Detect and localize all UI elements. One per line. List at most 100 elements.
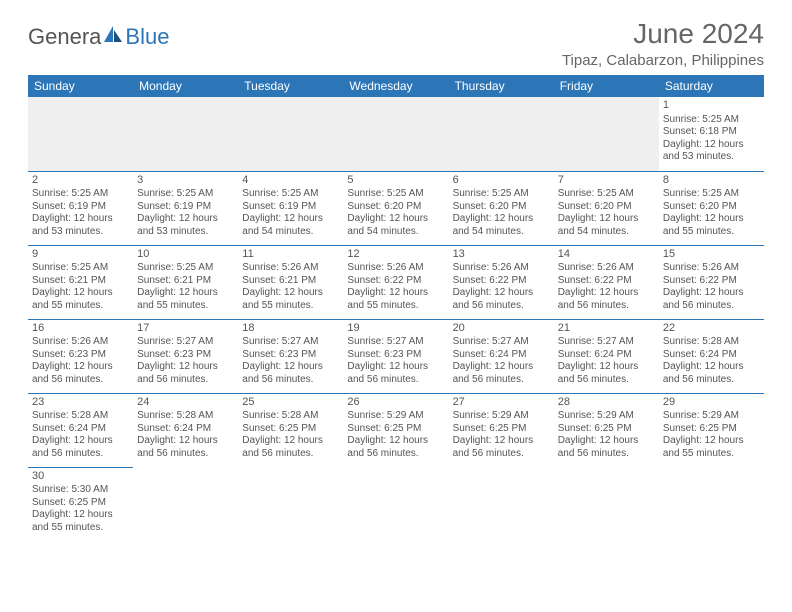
- calendar-row: 30Sunrise: 5:30 AMSunset: 6:25 PMDayligh…: [28, 467, 764, 541]
- calendar-cell: 11Sunrise: 5:26 AMSunset: 6:21 PMDayligh…: [238, 245, 343, 319]
- calendar-cell: [659, 467, 764, 541]
- calendar-cell: 2Sunrise: 5:25 AMSunset: 6:19 PMDaylight…: [28, 171, 133, 245]
- calendar-cell: 20Sunrise: 5:27 AMSunset: 6:24 PMDayligh…: [449, 319, 554, 393]
- calendar-cell: 12Sunrise: 5:26 AMSunset: 6:22 PMDayligh…: [343, 245, 448, 319]
- day-info: Sunrise: 5:27 AMSunset: 6:23 PMDaylight:…: [347, 336, 444, 386]
- day-info: Sunrise: 5:25 AMSunset: 6:19 PMDaylight:…: [242, 188, 339, 238]
- calendar-table: Sunday Monday Tuesday Wednesday Thursday…: [28, 75, 764, 541]
- day-info: Sunrise: 5:29 AMSunset: 6:25 PMDaylight:…: [663, 410, 760, 460]
- day-number: 18: [242, 322, 339, 336]
- day-info: Sunrise: 5:26 AMSunset: 6:22 PMDaylight:…: [347, 262, 444, 312]
- day-info: Sunrise: 5:26 AMSunset: 6:23 PMDaylight:…: [32, 336, 129, 386]
- calendar-cell: 19Sunrise: 5:27 AMSunset: 6:23 PMDayligh…: [343, 319, 448, 393]
- month-title: June 2024: [562, 18, 764, 50]
- weekday-header-row: Sunday Monday Tuesday Wednesday Thursday…: [28, 75, 764, 97]
- day-number: 3: [137, 174, 234, 188]
- logo-text-2: Blue: [125, 24, 169, 50]
- calendar-row: 23 Sunrise: 5:28 AMSunset: 6:24 PMDayligh…: [28, 393, 764, 467]
- day-info: Sunrise: 5:28 AMSunset: 6:25 PMDaylight:…: [242, 410, 339, 460]
- calendar-cell: 4Sunrise: 5:25 AMSunset: 6:19 PMDaylight…: [238, 171, 343, 245]
- day-info: Sunrise: 5:25 AMSunset: 6:19 PMDaylight:…: [32, 188, 129, 238]
- calendar-cell: 9Sunrise: 5:25 AMSunset: 6:21 PMDaylight…: [28, 245, 133, 319]
- weekday-header: Wednesday: [343, 75, 448, 97]
- calendar-cell: 27Sunrise: 5:29 AMSunset: 6:25 PMDayligh…: [449, 393, 554, 467]
- calendar-cell: [133, 467, 238, 541]
- calendar-cell: [554, 467, 659, 541]
- day-number: 6: [453, 174, 550, 188]
- day-number: 20: [453, 322, 550, 336]
- calendar-cell: 13Sunrise: 5:26 AMSunset: 6:22 PMDayligh…: [449, 245, 554, 319]
- day-number: 2: [32, 174, 129, 188]
- calendar-cell: 1Sunrise: 5:25 AMSunset: 6:18 PMDaylight…: [659, 97, 764, 171]
- day-info: Sunrise: 5:28 AMSunset: 6:24 PMDaylight:…: [137, 410, 234, 460]
- weekday-header: Friday: [554, 75, 659, 97]
- day-number: 22: [663, 322, 760, 336]
- day-number: 30: [32, 470, 129, 484]
- calendar-cell: 17Sunrise: 5:27 AMSunset: 6:23 PMDayligh…: [133, 319, 238, 393]
- day-info: Sunrise: 5:25 AMSunset: 6:18 PMDaylight:…: [663, 114, 760, 164]
- calendar-cell: [133, 97, 238, 171]
- day-info: Sunrise: 5:27 AMSunset: 6:24 PMDaylight:…: [453, 336, 550, 386]
- weekday-header: Monday: [133, 75, 238, 97]
- calendar-cell: 18Sunrise: 5:27 AMSunset: 6:23 PMDayligh…: [238, 319, 343, 393]
- day-info: Sunrise: 5:27 AMSunset: 6:23 PMDaylight:…: [137, 336, 234, 386]
- day-number: 19: [347, 322, 444, 336]
- day-info: Sunrise: 5:25 AMSunset: 6:21 PMDaylight:…: [137, 262, 234, 312]
- calendar-cell: [343, 97, 448, 171]
- calendar-row: 16Sunrise: 5:26 AMSunset: 6:23 PMDayligh…: [28, 319, 764, 393]
- day-info: Sunrise: 5:29 AMSunset: 6:25 PMDaylight:…: [347, 410, 444, 460]
- day-info: Sunrise: 5:26 AMSunset: 6:22 PMDaylight:…: [558, 262, 655, 312]
- day-number: 8: [663, 174, 760, 188]
- day-number: 17: [137, 322, 234, 336]
- calendar-cell: 30Sunrise: 5:30 AMSunset: 6:25 PMDayligh…: [28, 467, 133, 541]
- calendar-cell: 26Sunrise: 5:29 AMSunset: 6:25 PMDayligh…: [343, 393, 448, 467]
- day-number: 12: [347, 248, 444, 262]
- day-number: 16: [32, 322, 129, 336]
- day-number: 10: [137, 248, 234, 262]
- day-info: Sunrise: 5:25 AMSunset: 6:20 PMDaylight:…: [453, 188, 550, 238]
- logo-sail-icon: [102, 24, 124, 44]
- calendar-cell: [238, 467, 343, 541]
- day-number: 13: [453, 248, 550, 262]
- weekday-header: Tuesday: [238, 75, 343, 97]
- day-number: 25: [242, 396, 339, 410]
- day-number: 15: [663, 248, 760, 262]
- calendar-cell: 8Sunrise: 5:25 AMSunset: 6:20 PMDaylight…: [659, 171, 764, 245]
- calendar-row: 2Sunrise: 5:25 AMSunset: 6:19 PMDaylight…: [28, 171, 764, 245]
- day-info: Sunrise: 5:28 AMSunset: 6:24 PMDaylight:…: [663, 336, 760, 386]
- day-info: Sunrise: 5:27 AMSunset: 6:24 PMDaylight:…: [558, 336, 655, 386]
- calendar-cell: 7Sunrise: 5:25 AMSunset: 6:20 PMDaylight…: [554, 171, 659, 245]
- day-info: Sunrise: 5:27 AMSunset: 6:23 PMDaylight:…: [242, 336, 339, 386]
- weekday-header: Sunday: [28, 75, 133, 97]
- calendar-cell: 10Sunrise: 5:25 AMSunset: 6:21 PMDayligh…: [133, 245, 238, 319]
- calendar-row: 9 Sunrise: 5:25 AMSunset: 6:21 PMDaylight…: [28, 245, 764, 319]
- day-number: 4: [242, 174, 339, 188]
- calendar-cell: 14Sunrise: 5:26 AMSunset: 6:22 PMDayligh…: [554, 245, 659, 319]
- logo: Genera Blue: [28, 24, 169, 50]
- day-info: Sunrise: 5:25 AMSunset: 6:20 PMDaylight:…: [663, 188, 760, 238]
- day-info: Sunrise: 5:30 AMSunset: 6:25 PMDaylight:…: [32, 484, 129, 534]
- day-info: Sunrise: 5:26 AMSunset: 6:21 PMDaylight:…: [242, 262, 339, 312]
- title-block: June 2024 Tipaz, Calabarzon, Philippines: [562, 18, 764, 69]
- calendar-cell: 24Sunrise: 5:28 AMSunset: 6:24 PMDayligh…: [133, 393, 238, 467]
- day-number: 24: [137, 396, 234, 410]
- day-number: 9: [32, 248, 129, 262]
- calendar-cell: 3Sunrise: 5:25 AMSunset: 6:19 PMDaylight…: [133, 171, 238, 245]
- day-number: 27: [453, 396, 550, 410]
- day-number: 29: [663, 396, 760, 410]
- calendar-cell: 29Sunrise: 5:29 AMSunset: 6:25 PMDayligh…: [659, 393, 764, 467]
- calendar-cell: [343, 467, 448, 541]
- calendar-cell: [28, 97, 133, 171]
- day-info: Sunrise: 5:25 AMSunset: 6:20 PMDaylight:…: [558, 188, 655, 238]
- weekday-header: Saturday: [659, 75, 764, 97]
- day-number: 5: [347, 174, 444, 188]
- calendar-cell: [554, 97, 659, 171]
- calendar-cell: 21Sunrise: 5:27 AMSunset: 6:24 PMDayligh…: [554, 319, 659, 393]
- day-number: 23: [32, 396, 129, 410]
- day-info: Sunrise: 5:29 AMSunset: 6:25 PMDaylight:…: [558, 410, 655, 460]
- day-number: 28: [558, 396, 655, 410]
- day-info: Sunrise: 5:26 AMSunset: 6:22 PMDaylight:…: [453, 262, 550, 312]
- calendar-cell: 22Sunrise: 5:28 AMSunset: 6:24 PMDayligh…: [659, 319, 764, 393]
- day-info: Sunrise: 5:25 AMSunset: 6:19 PMDaylight:…: [137, 188, 234, 238]
- weekday-header: Thursday: [449, 75, 554, 97]
